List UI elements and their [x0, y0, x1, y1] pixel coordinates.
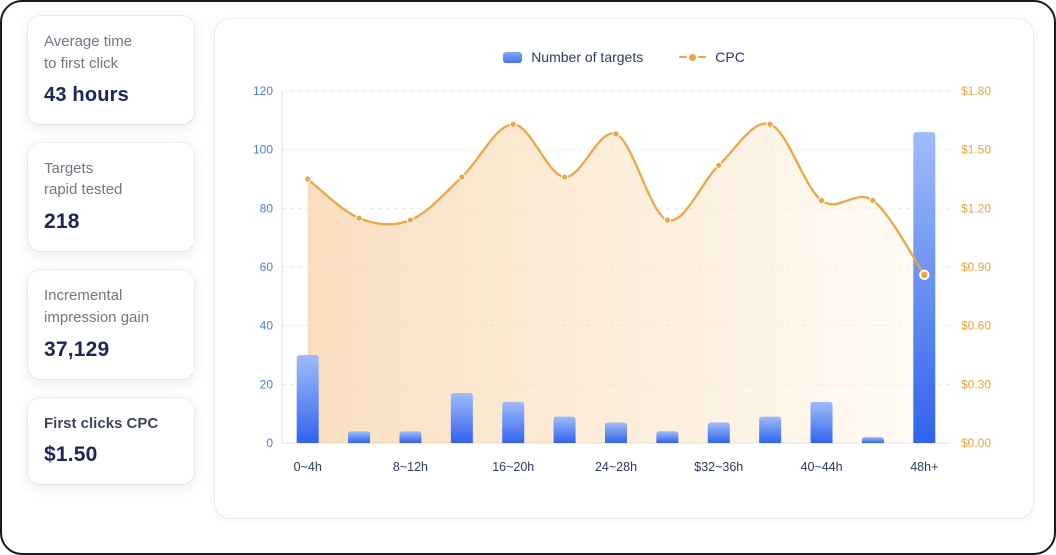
stat-card-incremental-impression-gain: Incremental impression gain 37,129 [28, 270, 194, 379]
legend-label: Number of targets [531, 49, 644, 65]
right-axis-labels: $0.00 $0.30 $0.60 $0.90 $1.20 $1.50 $1.80 [961, 84, 991, 450]
stats-sidebar: Average time to first click 43 hours Tar… [28, 16, 194, 485]
cpc-point[interactable] [612, 130, 620, 138]
cpc-point[interactable] [355, 214, 363, 222]
cpc-point[interactable] [304, 175, 312, 183]
stat-label: Incremental impression gain [44, 287, 150, 326]
chart-card: Number of targets CPC 0 20 40 60 80 100 120 $0.… [214, 18, 1034, 519]
svg-text:24~28h: 24~28h [595, 460, 637, 474]
target-bar[interactable] [553, 416, 576, 443]
svg-text:8~12h: 8~12h [393, 460, 428, 474]
target-bar[interactable] [502, 401, 525, 443]
cpc-point[interactable] [817, 196, 826, 205]
target-bar[interactable] [810, 401, 833, 443]
cpc-point[interactable] [561, 173, 569, 181]
stat-card-avg-time-to-first-click: Average time to first click 43 hours [28, 16, 194, 124]
svg-text:40~44h: 40~44h [801, 460, 843, 474]
target-bar[interactable] [605, 422, 627, 443]
svg-text:$1.80: $1.80 [961, 84, 991, 98]
stat-card-first-clicks-cpc: First clicks CPC $1.50 [28, 397, 194, 485]
svg-text:0: 0 [266, 436, 273, 450]
legend-item-number-of-targets[interactable]: Number of targets [503, 49, 643, 65]
target-bar[interactable] [399, 431, 422, 443]
stat-card-targets-rapid-tested: Targets rapid tested 218 [28, 142, 194, 251]
svg-text:80: 80 [260, 201, 274, 215]
cpc-area [307, 123, 925, 443]
cpc-point[interactable] [919, 269, 930, 281]
stat-value: 218 [44, 210, 80, 233]
cpc-point[interactable] [406, 216, 415, 224]
svg-text:$0.00: $0.00 [961, 436, 991, 450]
svg-text:$0.30: $0.30 [961, 377, 991, 391]
stat-value: $1.50 [44, 443, 98, 467]
svg-text:$32~36h: $32~36h [694, 460, 743, 474]
target-bar[interactable] [348, 431, 371, 443]
svg-text:16~20h: 16~20h [492, 460, 534, 474]
svg-text:48h+: 48h+ [910, 460, 938, 474]
bar-series-legend-icon [503, 51, 523, 63]
target-bar[interactable] [296, 355, 319, 443]
cpc-point[interactable] [509, 120, 517, 128]
stat-label: Targets rapid tested [44, 159, 123, 199]
target-bar[interactable] [450, 393, 473, 443]
line-series-legend-icon [679, 53, 707, 61]
svg-text:120: 120 [253, 84, 273, 98]
stat-value: 37,129 [44, 337, 110, 361]
legend-item-cpc[interactable]: CPC [679, 49, 745, 65]
cpc-points [304, 120, 930, 281]
svg-text:$0.60: $0.60 [961, 319, 991, 333]
cpc-point[interactable] [766, 120, 774, 128]
cpc-point[interactable] [458, 173, 466, 181]
target-bar[interactable] [656, 431, 679, 443]
target-bar[interactable] [861, 437, 884, 443]
target-bar[interactable] [759, 416, 782, 443]
svg-text:$1.20: $1.20 [961, 201, 991, 215]
svg-text:$0.90: $0.90 [961, 260, 991, 274]
stat-label: Average time to first click [44, 33, 133, 72]
chart-legend: Number of targets CPC [215, 49, 1033, 65]
cpc-point[interactable] [715, 161, 723, 169]
target-bar[interactable] [913, 132, 936, 444]
stat-label: First clicks CPC [44, 414, 159, 432]
svg-text:$1.50: $1.50 [961, 143, 991, 157]
svg-text:40: 40 [260, 319, 274, 333]
svg-text:60: 60 [260, 260, 274, 274]
legend-label: CPC [715, 49, 745, 65]
svg-text:0~4h: 0~4h [294, 460, 322, 474]
x-axis-labels: 0~4h 8~12h 16~20h 24~28h $32~36h 40~44h 48h+ [294, 460, 939, 474]
cpc-point[interactable] [869, 196, 877, 205]
stat-value: 43 hours [44, 83, 129, 106]
target-bar[interactable] [707, 422, 730, 443]
chart-canvas: 0 20 40 60 80 100 120 $0.00 $0.30 $0.60 $0.90 $1.20… [253, 84, 991, 474]
targets-bar-series [296, 132, 936, 444]
left-axis-labels: 0 20 40 60 80 100 120 [253, 84, 273, 450]
svg-text:20: 20 [260, 377, 274, 391]
cpc-point[interactable] [663, 216, 671, 224]
svg-text:100: 100 [253, 143, 273, 157]
